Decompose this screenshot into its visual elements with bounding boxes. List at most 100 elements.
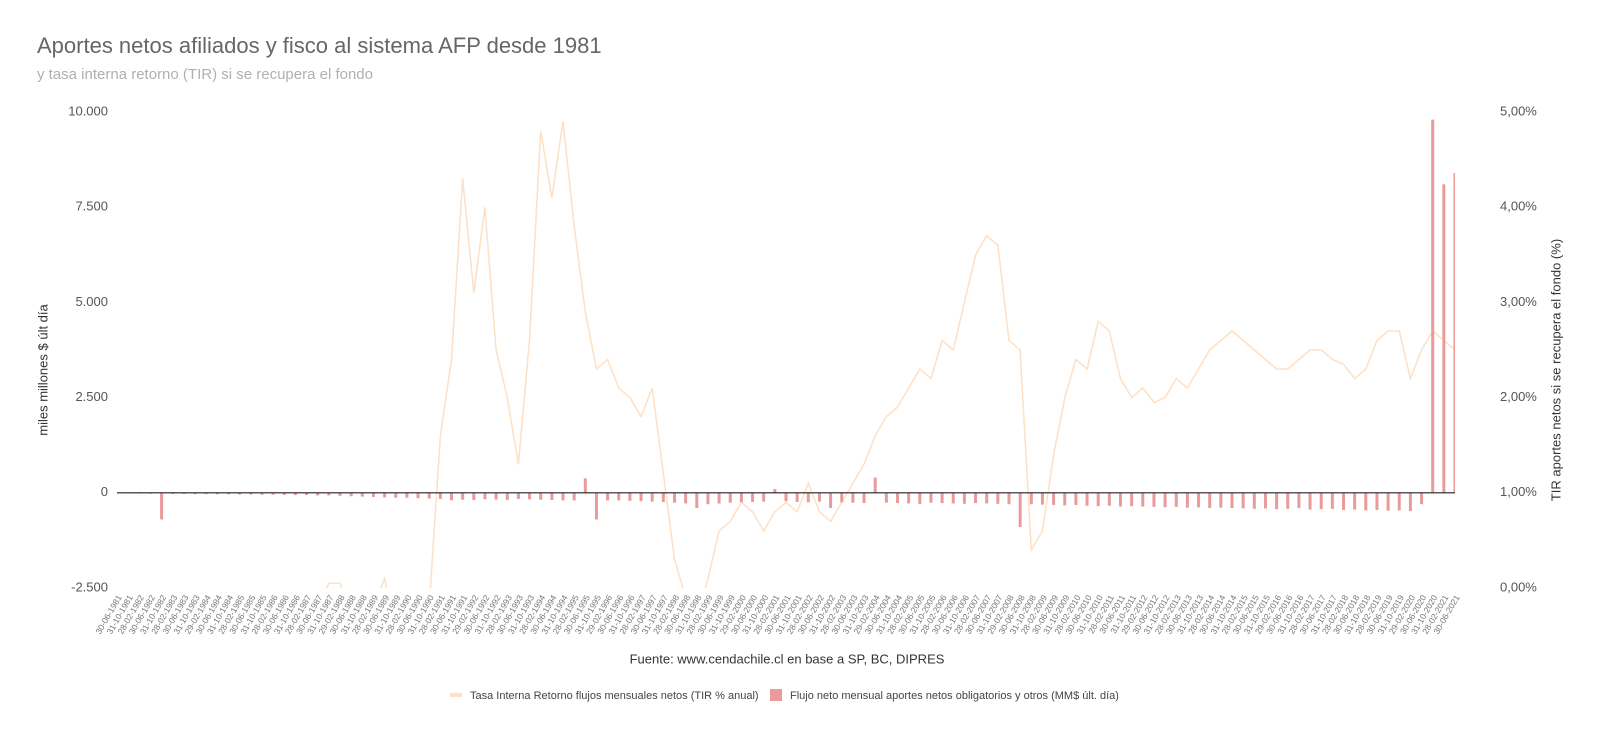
bar: [461, 492, 465, 500]
bar: [572, 492, 576, 501]
bar: [1208, 492, 1212, 509]
legend-swatch: [450, 693, 462, 697]
bar: [817, 492, 821, 502]
bar: [1029, 492, 1033, 505]
bar: [227, 492, 230, 495]
bar: [862, 492, 866, 504]
bar: [405, 492, 409, 498]
bar: [1197, 492, 1201, 508]
bar: [762, 492, 766, 502]
y2-tick-label: 5,00%: [1500, 103, 1537, 118]
bar: [1163, 492, 1167, 508]
bar: [1386, 492, 1390, 511]
bar: [1442, 184, 1446, 493]
bar: [282, 492, 286, 495]
bar: [349, 492, 353, 497]
bar: [806, 492, 810, 503]
bar: [293, 492, 297, 496]
bar: [1453, 172, 1455, 493]
bar: [160, 492, 164, 520]
bar: [962, 492, 966, 504]
bar: [204, 492, 208, 495]
tir-line: [325, 121, 1455, 588]
bar: [215, 492, 219, 495]
bar: [1119, 492, 1122, 507]
bar: [628, 492, 632, 501]
bar: [383, 492, 387, 498]
bar: [1263, 492, 1267, 509]
bar: [1275, 492, 1279, 510]
bar: [1230, 492, 1234, 509]
y2-tick-label: 1,00%: [1500, 484, 1537, 499]
bar: [1364, 492, 1368, 511]
bar: [327, 492, 331, 496]
bar: [450, 492, 453, 501]
bar: [1096, 492, 1100, 507]
bar: [394, 492, 398, 498]
bar: [1074, 492, 1078, 505]
bar: [1252, 492, 1256, 509]
bar: [1185, 492, 1189, 508]
bar: [985, 492, 989, 504]
y-tick-label: 2.500: [75, 389, 108, 404]
bar: [907, 492, 911, 504]
y2-tick-label: 4,00%: [1500, 199, 1537, 214]
bar: [773, 488, 777, 493]
bar: [795, 492, 799, 502]
bar: [873, 477, 877, 493]
bar: [606, 492, 610, 501]
y-tick-label: 0: [101, 484, 108, 499]
y2-tick-label: 0,00%: [1500, 579, 1537, 594]
bar: [1219, 492, 1223, 508]
bar: [1342, 492, 1345, 510]
bar: [1018, 492, 1022, 528]
chart-subtitle: y tasa interna retorno (TIR) si se recup…: [37, 66, 373, 83]
bar: [1375, 492, 1379, 510]
bar: [673, 492, 676, 503]
bar: [996, 492, 1000, 504]
y2-axis-title: TIR aportes netos si se recupera el fond…: [1548, 239, 1563, 501]
bar: [483, 492, 487, 500]
bar: [884, 492, 888, 503]
bar: [650, 492, 654, 502]
bar: [371, 492, 375, 497]
bar: [1330, 492, 1334, 509]
plot-area: [117, 119, 1455, 588]
bar: [840, 492, 844, 503]
bar: [1107, 492, 1111, 506]
bar: [929, 492, 933, 503]
bar: [316, 492, 320, 496]
bar: [249, 492, 253, 495]
bar: [661, 492, 665, 502]
bar: [1319, 492, 1323, 510]
bar: [1431, 119, 1435, 493]
y2-tick-label: 2,00%: [1500, 389, 1537, 404]
bar: [494, 492, 498, 500]
bar: [550, 492, 554, 501]
y-tick-label: 5.000: [75, 294, 108, 309]
bar: [193, 492, 197, 495]
bar: [305, 492, 309, 496]
bar: [951, 492, 955, 504]
bar: [539, 492, 543, 500]
bar: [1174, 492, 1178, 507]
y-tick-label: 7.500: [75, 199, 108, 214]
bar: [1052, 492, 1056, 505]
bar: [427, 492, 431, 499]
chart-title: Aportes netos afiliados y fisco al siste…: [37, 33, 602, 58]
bar: [1007, 492, 1011, 505]
bar: [1130, 492, 1134, 507]
bar: [260, 492, 264, 495]
legend-swatch: [770, 689, 782, 701]
bar: [1408, 492, 1412, 512]
bar: [829, 492, 833, 509]
bar: [416, 492, 420, 499]
bar: [1040, 492, 1044, 505]
bar: [583, 478, 587, 493]
bar: [528, 492, 532, 500]
bar: [1152, 492, 1156, 507]
bar: [594, 492, 598, 520]
bar: [1241, 492, 1245, 509]
bar: [1353, 492, 1357, 510]
